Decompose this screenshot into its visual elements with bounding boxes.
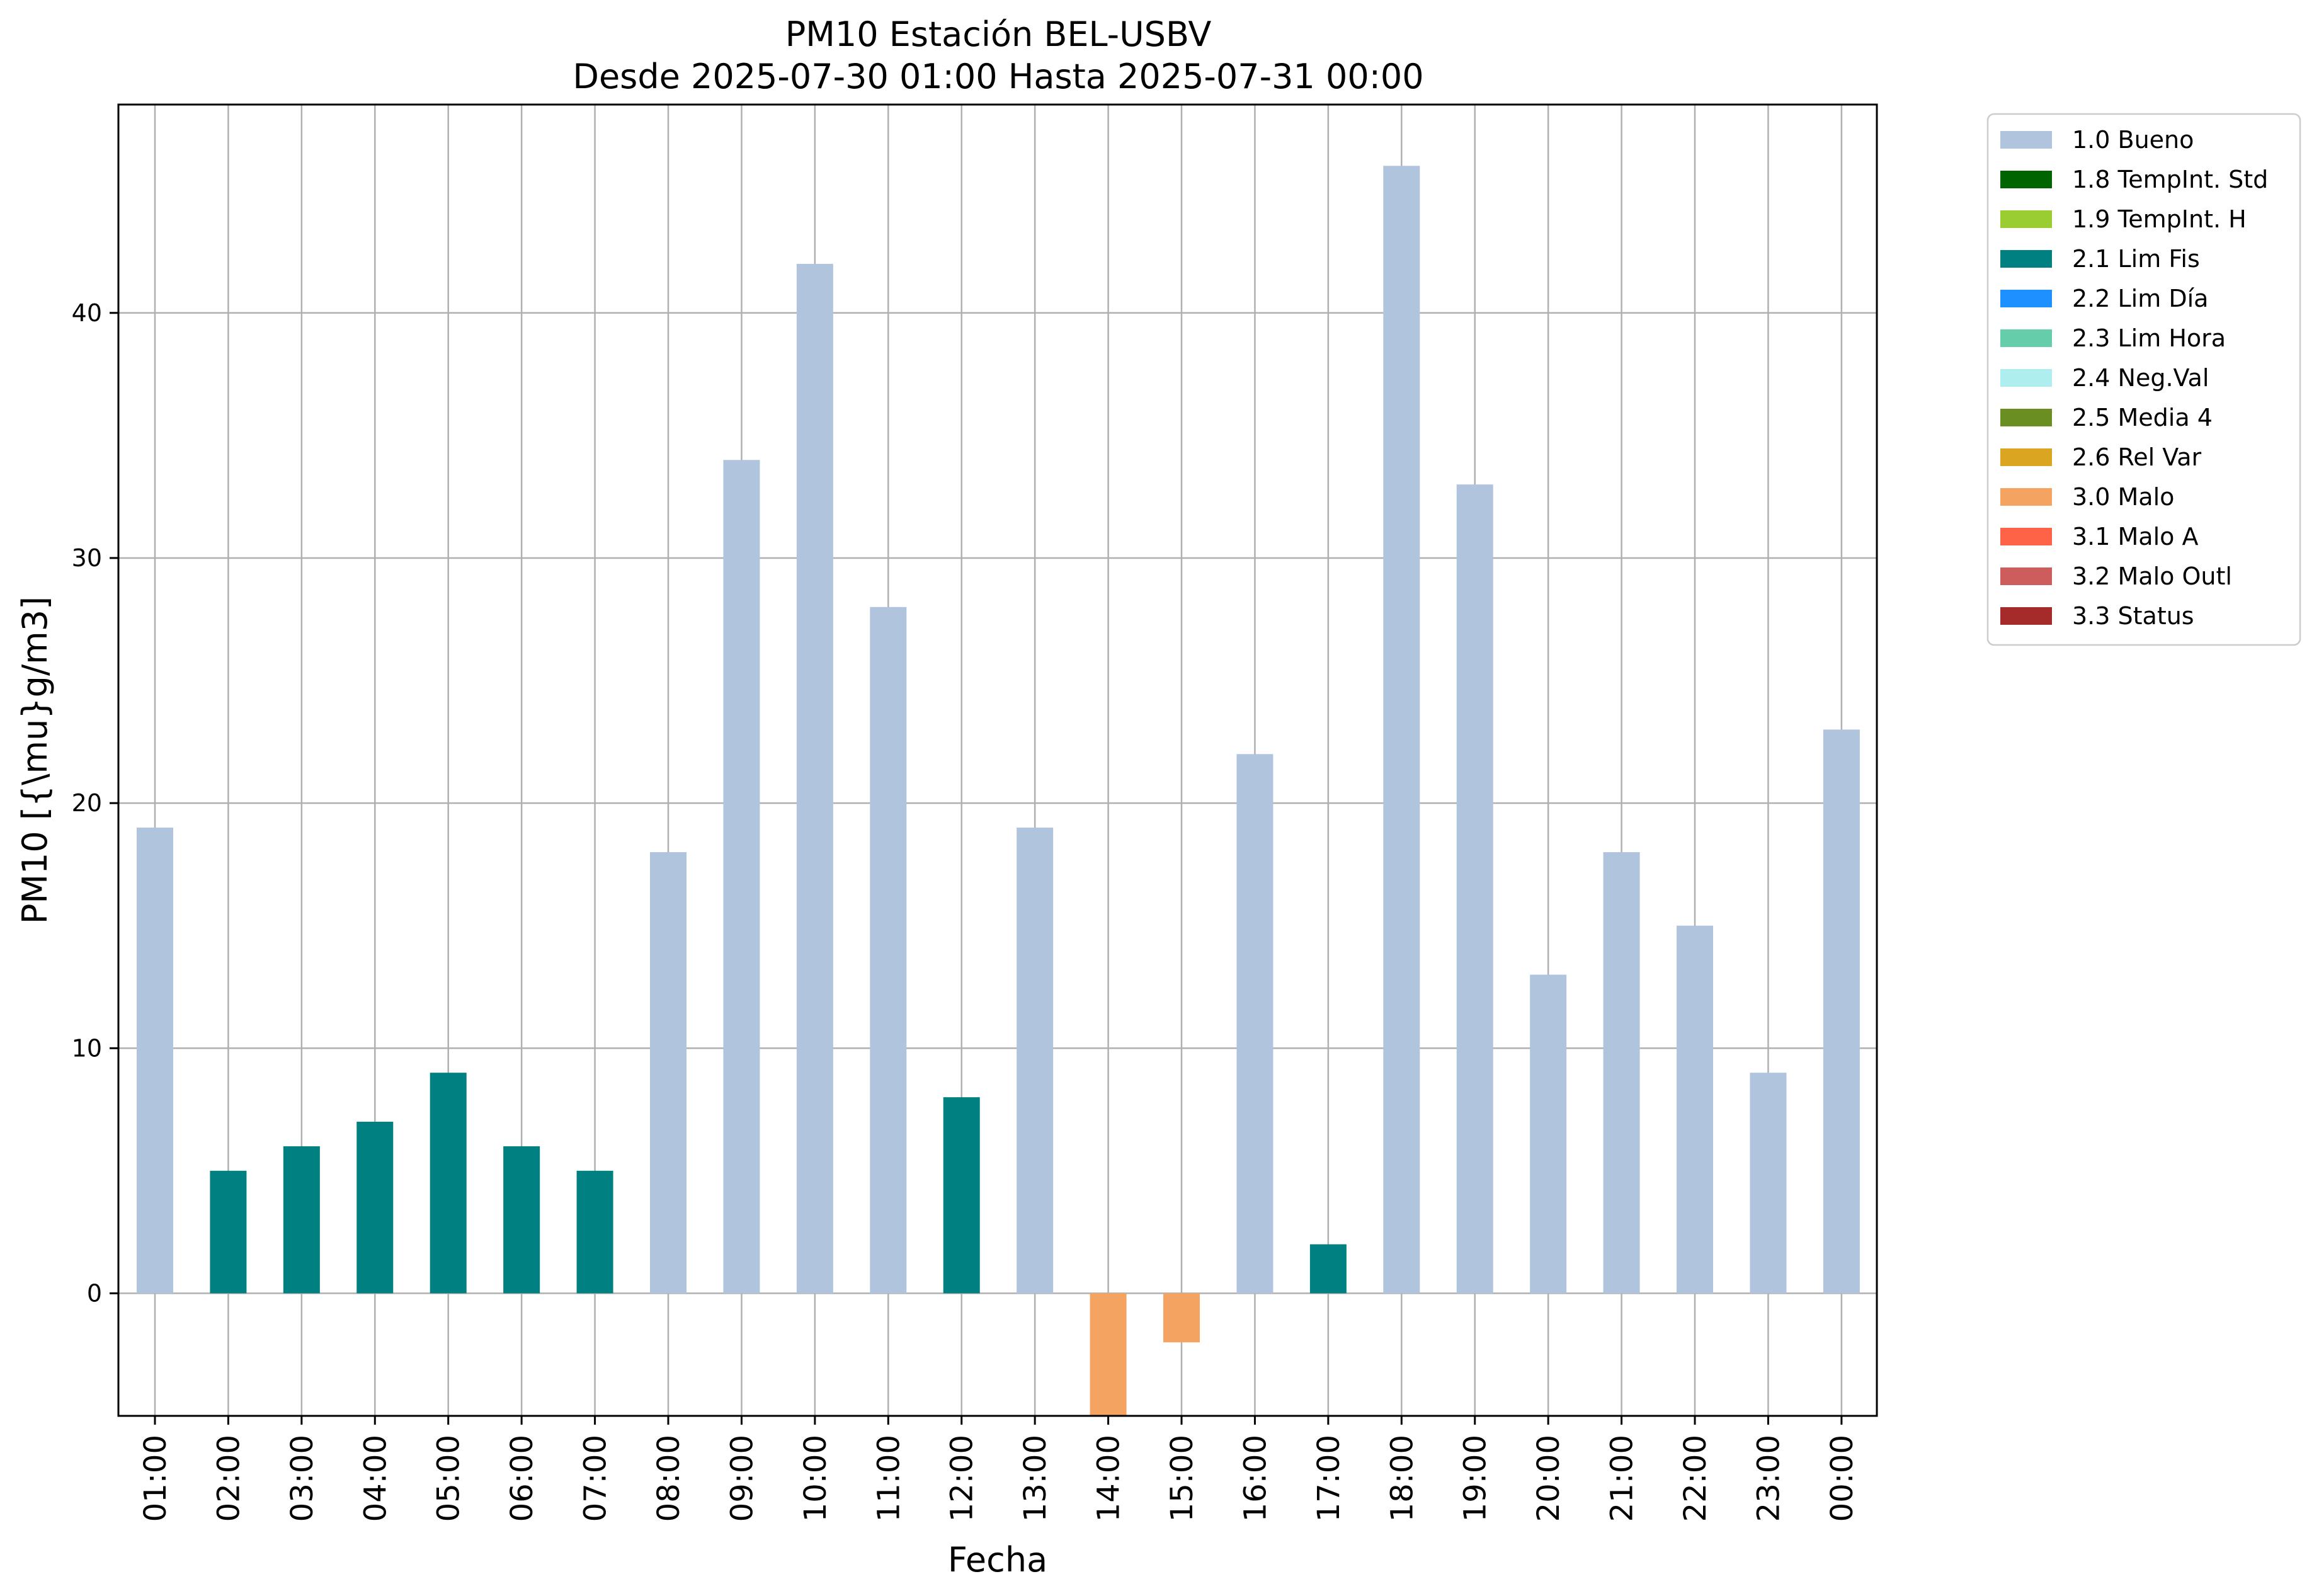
y-tick-label: 40 bbox=[72, 299, 102, 327]
bar bbox=[1090, 1293, 1127, 1416]
legend-label: 2.2 Lim Día bbox=[2072, 285, 2208, 312]
chart-title: PM10 Estación BEL-USBV bbox=[785, 14, 1212, 54]
x-tick-label: 06:00 bbox=[504, 1435, 540, 1522]
legend-swatch bbox=[2000, 488, 2052, 506]
bar bbox=[1163, 1293, 1200, 1343]
x-tick-label: 10:00 bbox=[798, 1435, 833, 1522]
x-tick-label: 18:00 bbox=[1384, 1435, 1420, 1522]
y-axis-label: PM10 [{\mu}g/m3] bbox=[15, 596, 55, 924]
x-tick-label: 21:00 bbox=[1605, 1435, 1640, 1522]
x-tick-label: 22:00 bbox=[1678, 1435, 1713, 1522]
x-tick-label: 01:00 bbox=[138, 1435, 173, 1522]
bar bbox=[283, 1146, 320, 1294]
bar bbox=[650, 852, 687, 1294]
y-tick-label: 30 bbox=[72, 544, 102, 572]
bar bbox=[1750, 1073, 1787, 1294]
legend-label: 1.8 TempInt. Std bbox=[2072, 166, 2268, 193]
legend-swatch bbox=[2000, 607, 2052, 625]
x-tick-label: 12:00 bbox=[945, 1435, 980, 1522]
x-tick-label: 17:00 bbox=[1311, 1435, 1347, 1522]
y-tick-label: 20 bbox=[72, 789, 102, 817]
x-tick-label: 20:00 bbox=[1531, 1435, 1566, 1522]
x-tick-label: 00:00 bbox=[1825, 1435, 1860, 1522]
bar bbox=[576, 1170, 613, 1294]
legend-swatch bbox=[2000, 448, 2052, 466]
legend-label: 2.5 Media 4 bbox=[2072, 404, 2213, 431]
x-tick-label: 05:00 bbox=[431, 1435, 467, 1522]
bar bbox=[1823, 729, 1860, 1294]
x-tick-label: 02:00 bbox=[211, 1435, 246, 1522]
bar bbox=[1236, 754, 1273, 1294]
bar bbox=[430, 1073, 467, 1294]
legend-swatch bbox=[2000, 567, 2052, 585]
legend-swatch bbox=[2000, 369, 2052, 387]
bar bbox=[723, 460, 760, 1294]
legend-label: 3.1 Malo A bbox=[2072, 523, 2198, 550]
legend-label: 2.3 Lim Hora bbox=[2072, 324, 2226, 352]
bar bbox=[1677, 925, 1714, 1294]
legend-label: 1.9 TempInt. H bbox=[2072, 205, 2247, 233]
bar bbox=[503, 1146, 540, 1294]
legend-swatch bbox=[2000, 250, 2052, 268]
legend-swatch bbox=[2000, 290, 2052, 307]
bar bbox=[1383, 166, 1420, 1294]
legend-swatch bbox=[2000, 409, 2052, 426]
y-axis: 0 10 20 30 40 bbox=[72, 299, 118, 1307]
bar bbox=[1017, 828, 1054, 1294]
bar bbox=[943, 1097, 980, 1294]
legend-label: 2.6 Rel Var bbox=[2072, 443, 2202, 471]
legend-label: 3.0 Malo bbox=[2072, 483, 2174, 511]
legend-label: 3.3 Status bbox=[2072, 602, 2194, 630]
x-tick-label: 23:00 bbox=[1751, 1435, 1786, 1522]
y-tick-label: 10 bbox=[72, 1034, 102, 1062]
x-tick-label: 14:00 bbox=[1091, 1435, 1127, 1522]
bar bbox=[137, 828, 173, 1294]
legend-label: 3.2 Malo Outl bbox=[2072, 562, 2232, 590]
legend-swatch bbox=[2000, 329, 2052, 347]
bar bbox=[1530, 974, 1567, 1294]
x-tick-label: 19:00 bbox=[1458, 1435, 1493, 1522]
legend-swatch bbox=[2000, 171, 2052, 188]
bar bbox=[1309, 1244, 1347, 1294]
x-tick-label: 04:00 bbox=[358, 1435, 393, 1522]
legend-label: 2.4 Neg.Val bbox=[2072, 364, 2209, 392]
x-tick-label: 15:00 bbox=[1165, 1435, 1200, 1522]
bar bbox=[356, 1122, 394, 1294]
legend-label: 1.0 Bueno bbox=[2072, 126, 2194, 154]
x-tick-label: 11:00 bbox=[871, 1435, 906, 1522]
chart-subtitle: Desde 2025-07-30 01:00 Hasta 2025-07-31 … bbox=[573, 57, 1423, 96]
bar bbox=[870, 607, 907, 1294]
x-tick-label: 09:00 bbox=[724, 1435, 760, 1522]
legend-swatch bbox=[2000, 210, 2052, 228]
x-tick-label: 08:00 bbox=[651, 1435, 687, 1522]
bar bbox=[1603, 852, 1640, 1294]
bars-group bbox=[137, 166, 1860, 1416]
x-tick-label: 16:00 bbox=[1238, 1435, 1273, 1522]
legend-swatch bbox=[2000, 528, 2052, 545]
x-axis: 01:00 02:00 03:00 04:00 05:00 06:00 07:00 08:00… bbox=[138, 1416, 1860, 1522]
x-tick-label: 07:00 bbox=[578, 1435, 613, 1522]
x-axis-label: Fecha bbox=[948, 1540, 1047, 1580]
x-tick-label: 03:00 bbox=[285, 1435, 320, 1522]
bar bbox=[1456, 484, 1493, 1294]
legend-frame bbox=[1986, 113, 2301, 646]
bar bbox=[796, 263, 833, 1294]
bar bbox=[210, 1170, 247, 1294]
plot-frame bbox=[117, 103, 1878, 1417]
y-tick-label: 0 bbox=[87, 1279, 102, 1307]
x-tick-label: 13:00 bbox=[1018, 1435, 1053, 1522]
legend: 1.0 Bueno 1.8 TempInt. Std 1.9 TempInt. H 2… bbox=[1986, 113, 2301, 646]
legend-swatch bbox=[2000, 131, 2052, 149]
legend-label: 2.1 Lim Fis bbox=[2072, 245, 2200, 273]
